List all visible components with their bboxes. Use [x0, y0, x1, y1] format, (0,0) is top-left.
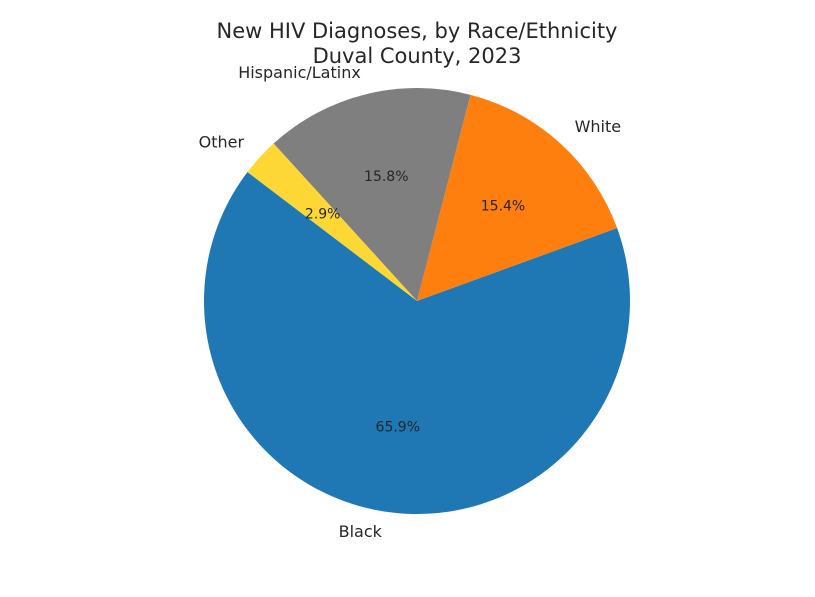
slice-label-hispanic-latinx: Hispanic/Latinx: [238, 63, 361, 82]
slice-label-other: Other: [199, 132, 245, 151]
chart-subtitle: Duval County, 2023: [313, 44, 522, 68]
slice-percent-white: 15.4%: [481, 198, 525, 214]
slice-label-black: Black: [339, 522, 383, 541]
pie-slice-white: [417, 94, 618, 301]
pie-slices: [203, 87, 630, 515]
pie-slice-black: [203, 172, 630, 515]
chart-title: New HIV Diagnoses, by Race/Ethnicity: [217, 19, 618, 43]
slice-percent-black: 65.9%: [376, 419, 420, 435]
pie-slice-other: [247, 143, 417, 301]
pie-slice-hispanic-latinx: [273, 87, 471, 301]
slice-label-white: White: [575, 117, 622, 136]
pie-labels: White 15.4% Hispanic/Latinx 15.8% Other 2.9% B…: [199, 63, 621, 541]
slice-percent-other: 2.9%: [305, 207, 341, 223]
slice-percent-hispanic-latinx: 15.8%: [364, 169, 408, 185]
